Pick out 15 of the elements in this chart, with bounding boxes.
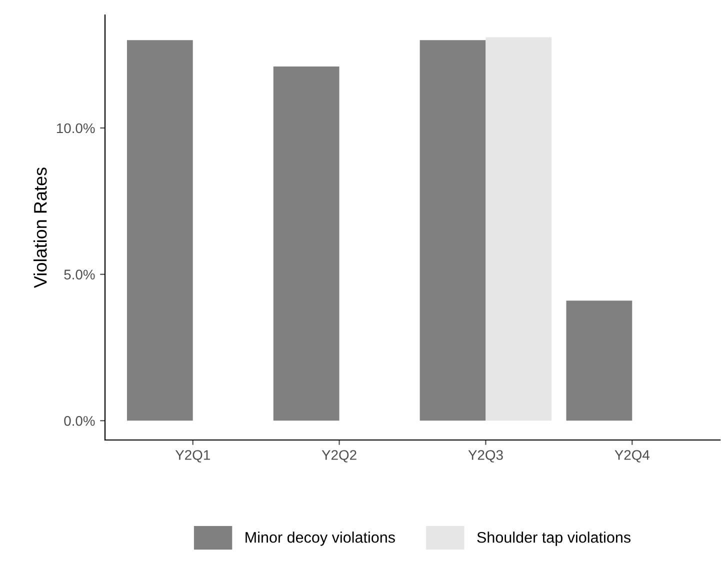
y-tick-label: 5.0% — [64, 270, 95, 280]
x-tick-label: Y2Q4 — [614, 450, 650, 462]
bar — [566, 300, 632, 421]
x-tick-label: Y2Q2 — [322, 450, 356, 462]
legend-label: Shoulder tap violations — [477, 532, 631, 546]
x-tick-label: Y2Q1 — [175, 450, 210, 462]
y-tick-label: 10.0% — [56, 123, 95, 134]
y-axis-title: Violation Rates — [34, 168, 47, 288]
bar — [486, 37, 552, 421]
x-tick-label: Y2Q3 — [468, 450, 503, 462]
bar — [126, 40, 193, 421]
bar — [420, 40, 486, 421]
bar — [273, 66, 340, 421]
y-tick-label: 0.0% — [64, 416, 95, 426]
legend-label: Minor decoy violations — [246, 532, 395, 546]
